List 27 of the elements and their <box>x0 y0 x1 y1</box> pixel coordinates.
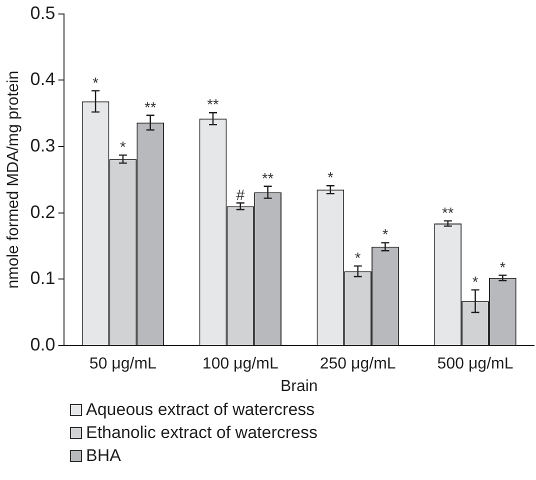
data-label: * <box>120 139 126 156</box>
data-label: ** <box>207 96 219 114</box>
y-tick-label: 0.3 <box>30 135 56 156</box>
y-tick-label: 0.4 <box>30 69 56 90</box>
data-label: * <box>354 250 361 267</box>
data-label: * <box>500 259 506 276</box>
legend-label: BHA <box>86 445 121 467</box>
y-axis-title: nmole formed MDA/mg protein <box>5 70 22 289</box>
y-tick-label: 0.1 <box>30 268 56 288</box>
data-label: ** <box>144 99 156 116</box>
data-label: ** <box>262 170 274 188</box>
data-label: * <box>382 226 388 244</box>
data-label: ** <box>442 204 454 222</box>
legend-label: Ethanolic extract of watercress <box>86 422 318 444</box>
x-tick-label: 500 μg/mL <box>437 356 514 373</box>
x-tick-label: 250 μg/mL <box>320 356 396 373</box>
x-tick-label: 50 μg/mL <box>89 356 157 373</box>
x-axis-title: Brain <box>280 378 318 395</box>
y-tick-label: 0.0 <box>30 334 56 355</box>
data-label: * <box>328 170 334 187</box>
data-label: # <box>236 186 246 204</box>
y-tick-label: 0.5 <box>30 2 56 23</box>
legend-label: Aqueous extract of watercress <box>86 399 315 421</box>
y-tick-label: 0.2 <box>30 202 56 222</box>
data-label: * <box>472 274 478 291</box>
x-tick-label: 100 μg/mL <box>202 356 278 373</box>
data-label: * <box>92 74 99 92</box>
